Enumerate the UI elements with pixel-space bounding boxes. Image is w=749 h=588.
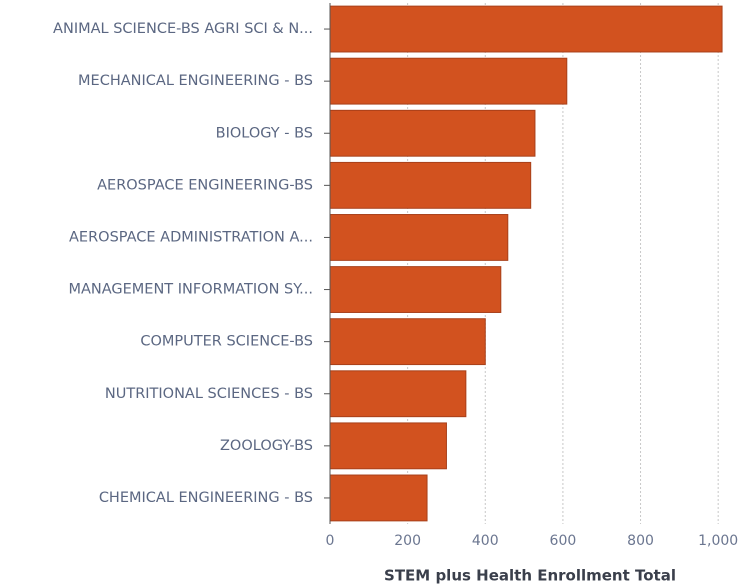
bar <box>329 214 509 261</box>
x-tick-label: 400 <box>472 533 499 549</box>
bar <box>329 5 723 53</box>
x-tick-label: 200 <box>394 533 421 549</box>
y-tick-label: MECHANICAL ENGINEERING - BS <box>78 73 313 89</box>
bar <box>329 161 532 209</box>
y-tick-label: NUTRITIONAL SCIENCES - BS <box>105 386 313 402</box>
bar <box>329 318 486 366</box>
bar <box>329 422 447 470</box>
y-tick-label: ZOOLOGY-BS <box>220 438 313 454</box>
y-tick-label: BIOLOGY - BS <box>216 125 313 141</box>
x-tick-label: 600 <box>550 533 577 549</box>
x-tick-label: 800 <box>627 533 654 549</box>
x-tick-label: 0 <box>326 533 335 549</box>
bar <box>329 57 568 105</box>
y-tick-label: COMPUTER SCIENCE-BS <box>140 334 313 350</box>
bar <box>329 474 428 522</box>
bar <box>329 109 536 157</box>
x-axis-title: STEM plus Health Enrollment Total <box>384 567 676 585</box>
y-tick-label: AEROSPACE ADMINISTRATION A... <box>69 229 313 245</box>
y-tick-label: AEROSPACE ENGINEERING-BS <box>97 177 313 193</box>
y-tick-label: CHEMICAL ENGINEERING - BS <box>99 490 313 506</box>
x-tick-label: 1,000 <box>698 533 738 549</box>
bar <box>329 370 467 418</box>
y-tick-label: MANAGEMENT INFORMATION SY... <box>68 282 313 298</box>
y-tick-label: ANIMAL SCIENCE-BS AGRI SCI & N... <box>53 21 313 37</box>
bar <box>329 266 502 313</box>
